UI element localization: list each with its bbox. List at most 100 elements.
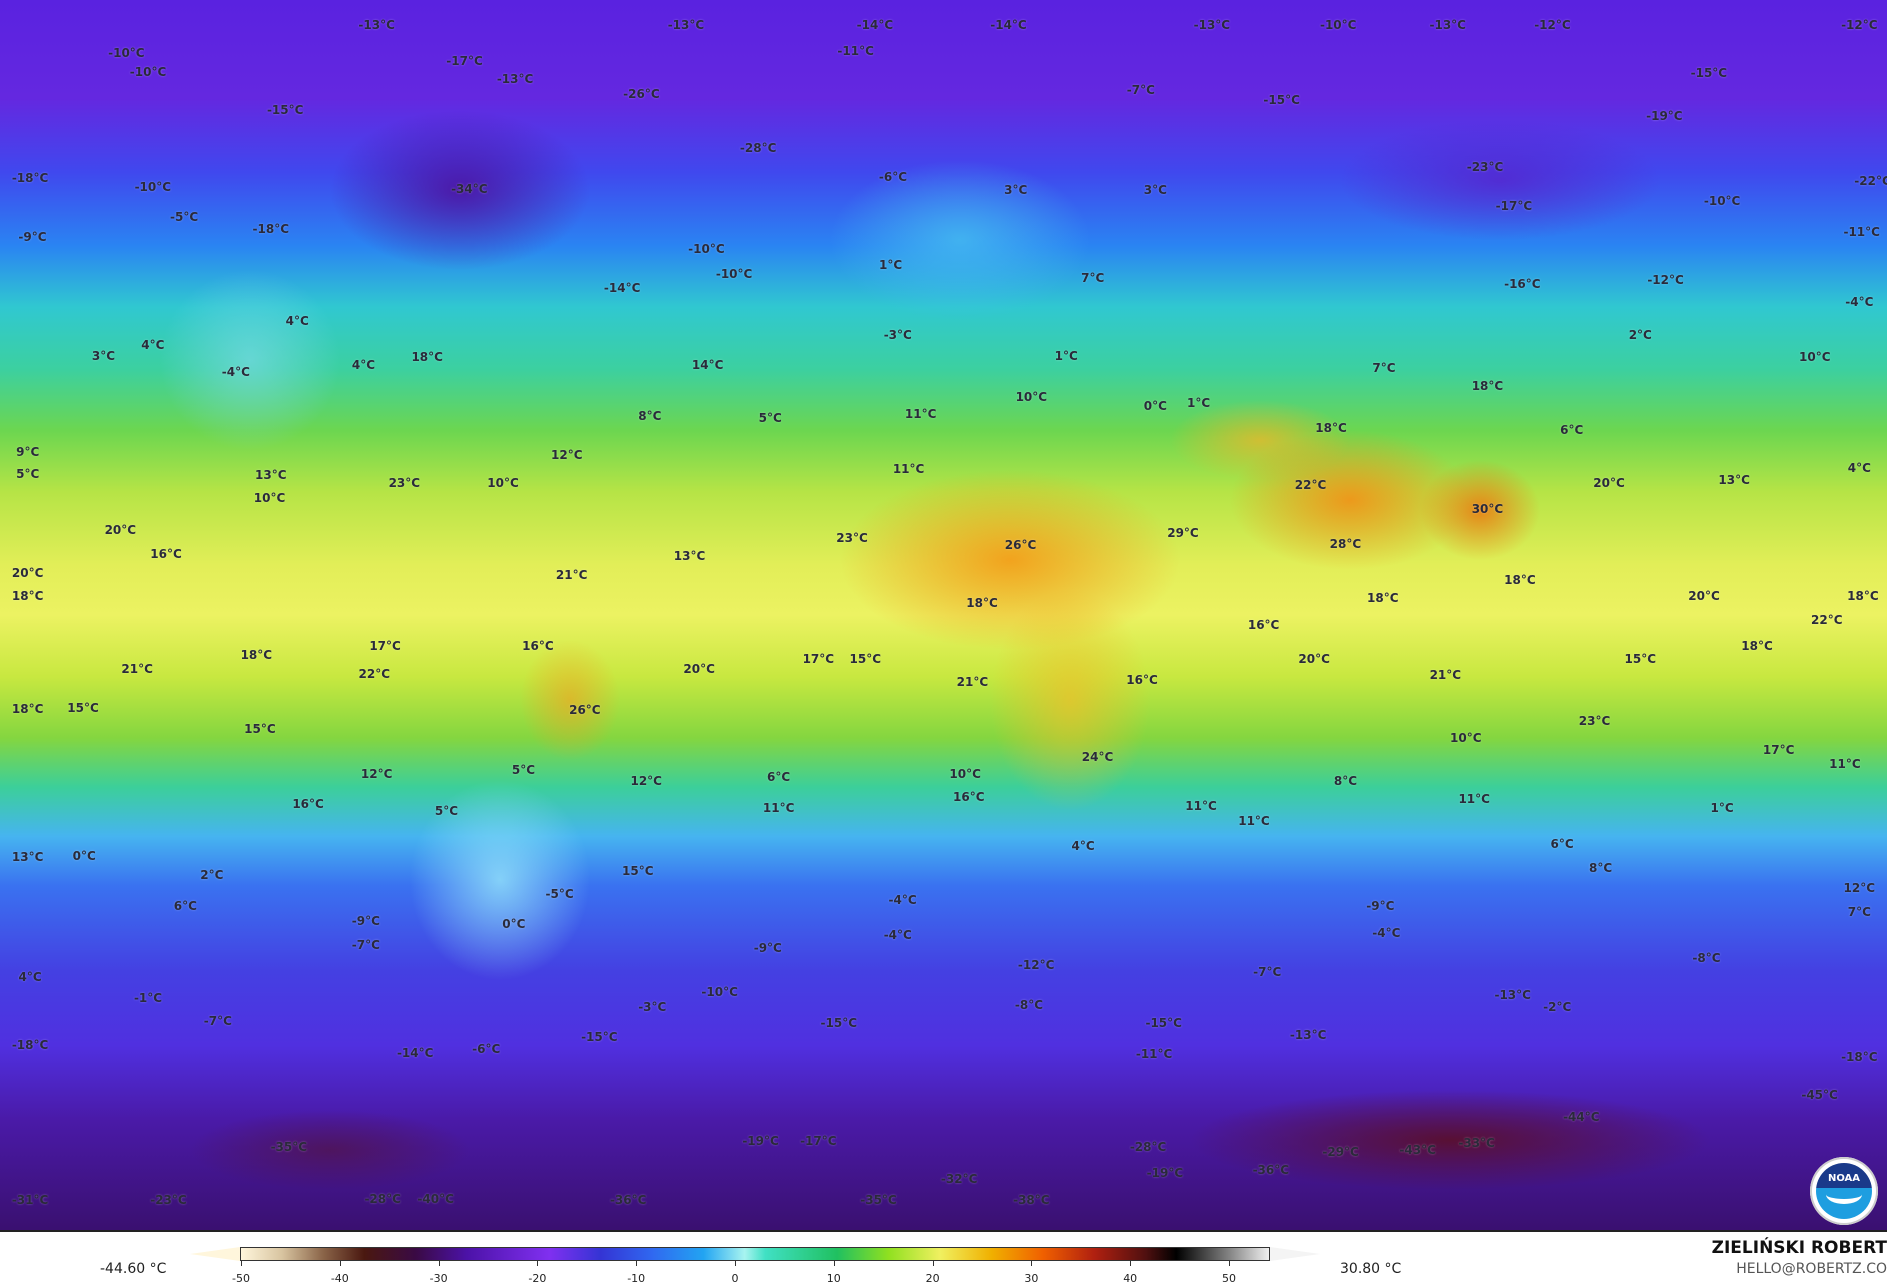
temperature-label: -44°C bbox=[1563, 1109, 1600, 1124]
temperature-label: 15°C bbox=[244, 722, 276, 737]
temperature-label: 1°C bbox=[1054, 349, 1078, 364]
noaa-logo: NOAA bbox=[1810, 1157, 1878, 1225]
temperature-label: -12°C bbox=[1534, 18, 1571, 33]
temperature-label: 11°C bbox=[892, 462, 925, 477]
temperature-label: 16°C bbox=[1126, 672, 1158, 687]
temperature-label: -17°C bbox=[800, 1133, 837, 1148]
temperature-label: 11°C bbox=[1829, 757, 1861, 772]
temperature-label: -32°C bbox=[940, 1172, 978, 1187]
colorbar-tick-mark bbox=[833, 1261, 835, 1266]
temperature-label: 4°C bbox=[1847, 461, 1871, 476]
temperature-label: 5°C bbox=[16, 467, 40, 482]
temperature-label: 11°C bbox=[904, 406, 937, 421]
temperature-label: -9°C bbox=[18, 230, 47, 245]
temperature-label: -14°C bbox=[856, 18, 894, 33]
temperature-label: -7°C bbox=[203, 1013, 232, 1028]
colorbar-tick-mark bbox=[241, 1261, 242, 1266]
colorbar-gradient bbox=[240, 1247, 1270, 1261]
temperature-label: -9°C bbox=[1366, 899, 1395, 914]
temperature-label: -15°C bbox=[266, 102, 304, 117]
temperature-label: -10°C bbox=[108, 45, 145, 60]
temperature-label: -23°C bbox=[150, 1192, 187, 1207]
temperature-label: 6°C bbox=[173, 899, 197, 914]
temperature-label: -8°C bbox=[1014, 997, 1044, 1012]
temperature-label: 22°C bbox=[1811, 612, 1843, 627]
temperature-label: -45°C bbox=[1801, 1088, 1838, 1103]
temperature-label: 4°C bbox=[141, 338, 165, 353]
temperature-label: 6°C bbox=[767, 770, 791, 785]
colorbar-max-label: 30.80 °C bbox=[1340, 1261, 1402, 1277]
temperature-label: -5°C bbox=[545, 887, 574, 902]
temperature-label: -13°C bbox=[1429, 18, 1466, 33]
temperature-label: -34°C bbox=[451, 181, 488, 196]
temperature-label: 18°C bbox=[1471, 379, 1504, 394]
temperature-label: 15°C bbox=[67, 700, 99, 715]
temperature-label: -11°C bbox=[1135, 1047, 1173, 1062]
colorbar-tick-mark bbox=[1031, 1261, 1033, 1266]
temperature-label: 10°C bbox=[1799, 350, 1831, 365]
temperature-label: -14°C bbox=[603, 280, 641, 295]
temperature-label: -22°C bbox=[1854, 173, 1887, 188]
colorbar-tick-mark bbox=[1130, 1261, 1132, 1266]
temperature-label: 10°C bbox=[1450, 730, 1482, 745]
temperature-label: -15°C bbox=[820, 1015, 858, 1030]
temperature-label: 18°C bbox=[11, 588, 44, 603]
temperature-label: 7°C bbox=[1847, 905, 1871, 920]
temperature-label: 14°C bbox=[691, 357, 724, 372]
colorbar-tick-mark bbox=[932, 1261, 934, 1266]
temperature-label: 16°C bbox=[150, 546, 182, 561]
temperature-label: -8°C bbox=[1692, 950, 1721, 965]
temperature-label: -18°C bbox=[252, 221, 290, 236]
temperature-label: 22°C bbox=[1294, 477, 1327, 492]
temperature-label: -4°C bbox=[221, 364, 250, 379]
temperature-label: -19°C bbox=[1146, 1166, 1184, 1181]
temperature-label: -13°C bbox=[1289, 1027, 1327, 1042]
colorbar-tick-label: 10 bbox=[826, 1272, 841, 1285]
temperature-label: -7°C bbox=[1126, 83, 1155, 98]
temperature-label: 26°C bbox=[1004, 538, 1037, 553]
temperature-label: 16°C bbox=[522, 639, 554, 654]
colorbar-tick-label: -30 bbox=[429, 1272, 448, 1285]
temperature-label: 13°C bbox=[11, 849, 44, 864]
colorbar-tick-mark bbox=[438, 1261, 440, 1266]
temperature-label: 3°C bbox=[1143, 183, 1167, 198]
colorbar-tick-label: 20 bbox=[925, 1272, 940, 1285]
temperature-label: -36°C bbox=[609, 1192, 647, 1207]
temperature-label: 11°C bbox=[1238, 813, 1270, 828]
temperature-label: -10°C bbox=[1319, 18, 1357, 33]
temperature-label: 4°C bbox=[351, 357, 376, 372]
temperature-label: -16°C bbox=[1504, 277, 1541, 291]
temperature-label: -4°C bbox=[1372, 925, 1401, 940]
temperature-label: 11°C bbox=[1458, 792, 1490, 807]
temperature-label: 15°C bbox=[1624, 652, 1657, 667]
temperature-label: -7°C bbox=[1253, 965, 1282, 980]
temperature-label: -6°C bbox=[878, 169, 908, 184]
temperature-label: 9°C bbox=[16, 445, 40, 460]
temperature-label: -11°C bbox=[837, 43, 874, 58]
temperature-label: 13°C bbox=[673, 548, 706, 563]
temperature-label: -35°C bbox=[270, 1139, 308, 1154]
temperature-label: 0°C bbox=[502, 917, 526, 932]
temperature-label: 18°C bbox=[1504, 573, 1536, 588]
temperature-label: 23°C bbox=[388, 475, 421, 490]
temperature-label: 18°C bbox=[411, 350, 443, 365]
colorbar-tick-mark bbox=[537, 1261, 539, 1266]
temperature-label: 16°C bbox=[292, 796, 324, 811]
temperature-label: -4°C bbox=[888, 893, 917, 908]
temperature-label: -4°C bbox=[1845, 295, 1874, 310]
temperature-label: 23°C bbox=[1578, 713, 1611, 728]
temperature-label: -9°C bbox=[753, 941, 782, 956]
temperature-label: 12°C bbox=[1843, 881, 1876, 896]
temperature-label: -17°C bbox=[446, 54, 483, 69]
colorbar-tick-label: 40 bbox=[1123, 1272, 1138, 1285]
temperature-label: -40°C bbox=[417, 1191, 454, 1206]
temperature-label: 18°C bbox=[1847, 588, 1879, 603]
temperature-label: 20°C bbox=[11, 565, 44, 580]
temperature-label: 1°C bbox=[1710, 800, 1734, 815]
temperature-label: -10°C bbox=[715, 267, 753, 282]
temperature-label: -13°C bbox=[1193, 18, 1231, 33]
temperature-label: -10°C bbox=[701, 984, 738, 999]
temperature-label: -13°C bbox=[496, 72, 534, 87]
temperature-label: 20°C bbox=[104, 522, 137, 537]
temperature-label: 11°C bbox=[762, 800, 795, 815]
